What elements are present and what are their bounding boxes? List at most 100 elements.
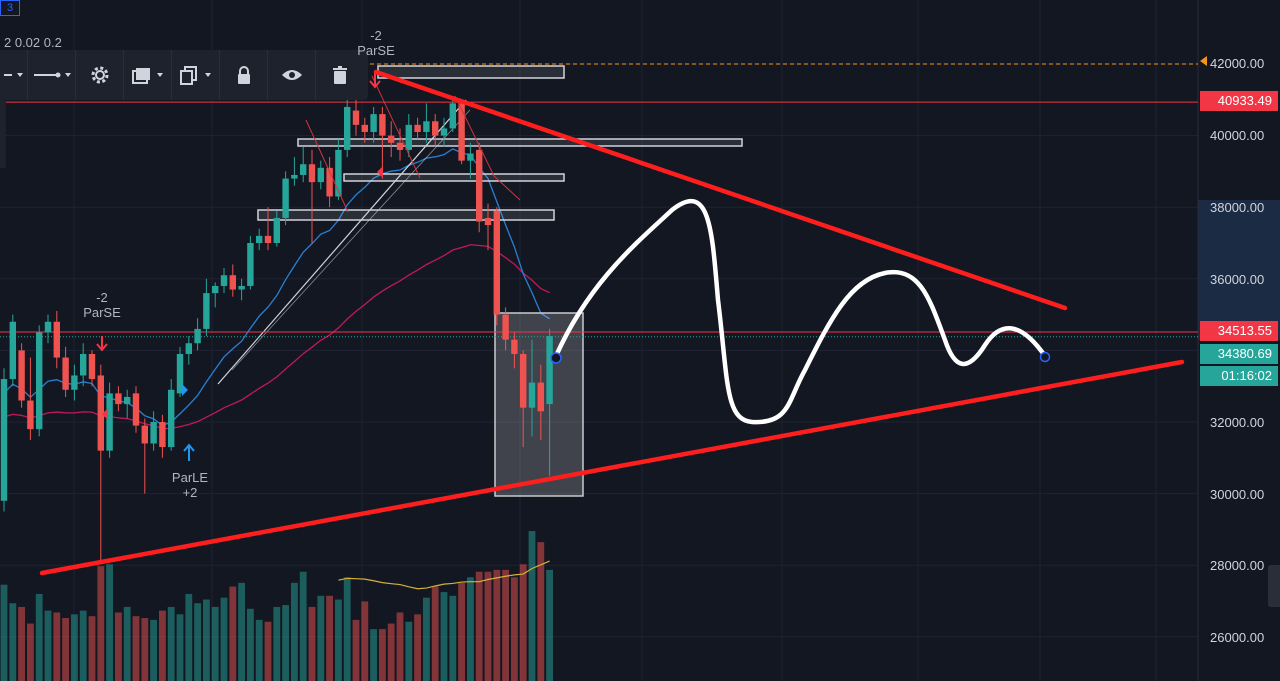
ema-slow-line [3, 244, 550, 430]
candle-body [185, 343, 192, 354]
volume-bar [299, 571, 307, 681]
volume-bar [335, 599, 342, 681]
layout-tab-label: 3 [7, 2, 14, 14]
volume-bar [414, 614, 421, 681]
volume-bar [423, 597, 430, 681]
candle-body [97, 375, 104, 451]
line-style-icon[interactable] [0, 50, 28, 100]
candle-body [396, 142, 404, 150]
volume-bar [343, 577, 351, 681]
clone-icon[interactable] [172, 50, 220, 100]
axis-tick-28000: 28000.00 [1210, 558, 1265, 573]
candle-body [352, 110, 360, 125]
candle-body [502, 314, 509, 340]
volume-bar [308, 606, 316, 681]
candle-body [291, 174, 298, 179]
volume-bar [79, 610, 87, 681]
volume-bar [35, 593, 43, 681]
candle-body [467, 153, 474, 161]
volume-bar [282, 605, 289, 681]
signal-top-parse: -2 ParSE [356, 28, 396, 58]
candle-body [203, 293, 210, 329]
gear-icon[interactable] [76, 50, 124, 100]
triangle-support-line [39, 359, 1185, 576]
volume-bar [511, 577, 518, 681]
signal-label: ParSE [83, 305, 121, 320]
candle-body [176, 353, 184, 394]
last-price-tag: 34380.69 [1200, 344, 1278, 364]
volume-bar [396, 612, 404, 681]
volume-bar [9, 603, 17, 681]
volume-bar [27, 623, 34, 681]
volume-bar [528, 531, 536, 681]
candle-body [423, 121, 430, 133]
channel-line [231, 109, 471, 371]
volume-bar [440, 592, 448, 681]
eye-icon[interactable] [268, 50, 316, 100]
volume-bar [229, 586, 237, 681]
path-start-handle [550, 352, 562, 364]
axis-tick-38000: 38000.00 [1210, 200, 1265, 215]
candle-body [264, 235, 272, 243]
zone-rectangle [377, 65, 565, 79]
line-width-icon[interactable] [28, 50, 76, 100]
volume-bar [387, 623, 395, 681]
volume-bar [291, 582, 298, 681]
drawing-toolbar [0, 50, 368, 100]
candle-body [493, 210, 500, 315]
candle-body [62, 357, 69, 390]
candle-body [124, 396, 131, 405]
volume-bar [431, 586, 439, 681]
volume-bar [546, 569, 553, 681]
volume-bar [203, 599, 210, 681]
volume-bar [132, 616, 140, 681]
sell-arrow-icon [96, 336, 108, 352]
candle-body [71, 375, 78, 390]
candle-body [440, 128, 448, 136]
sell-marker-icon [102, 408, 108, 420]
lock-icon[interactable] [220, 50, 268, 100]
candle-body [432, 121, 439, 136]
candle-body [546, 336, 553, 405]
projected-path [553, 199, 1048, 425]
high-level-tag: 40933.49 [1200, 91, 1278, 111]
countdown-tag: 01:16:02 [1200, 366, 1278, 386]
parsar-segment [454, 95, 521, 201]
volume-bar [97, 566, 105, 681]
layout-tab[interactable]: 3 [0, 0, 20, 16]
candle-body [44, 321, 52, 333]
parsar-segment [371, 75, 421, 179]
signal-label: ParSE [357, 43, 395, 58]
axis-tick-42000: 42000.00 [1210, 56, 1265, 71]
layers-icon[interactable] [124, 50, 172, 100]
volume-bar [159, 610, 166, 681]
axis-panel-handle[interactable] [1268, 565, 1280, 607]
candle-body [388, 135, 395, 143]
signal-left-parse: -2 ParSE [80, 290, 124, 320]
candle-body [300, 164, 307, 175]
candle-body [150, 422, 157, 444]
volume-bar [247, 608, 254, 681]
volume-bar [106, 564, 113, 681]
candle-body [484, 217, 492, 226]
resistance-level-tag: 34513.55 [1200, 321, 1278, 341]
candle-body [405, 124, 412, 150]
candle-body [511, 339, 518, 354]
volume-bar [167, 606, 175, 681]
volume-bar [238, 582, 245, 681]
candle-body [537, 382, 544, 412]
candle-body [308, 164, 316, 183]
volume-bar [484, 571, 492, 681]
axis-tick-26000: 26000.00 [1210, 630, 1265, 645]
buy-arrow-icon [183, 443, 195, 461]
parsar-segment [305, 119, 349, 213]
trash-icon[interactable] [316, 50, 364, 100]
signal-count: -2 [96, 290, 108, 305]
candle-body [256, 235, 263, 243]
axis-tick-30000: 30000.00 [1210, 487, 1265, 502]
signal-label: ParLE [171, 470, 209, 485]
volume-bar [71, 614, 78, 681]
